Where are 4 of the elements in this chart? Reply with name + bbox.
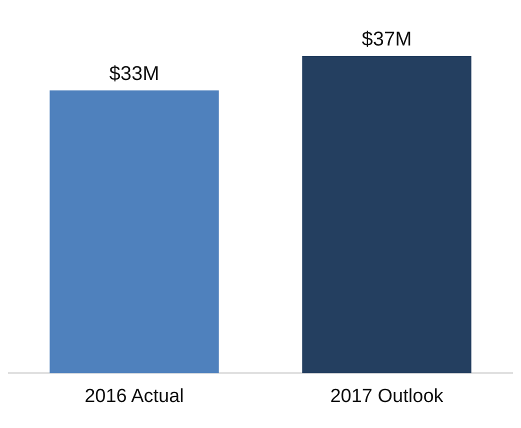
x-tick-label: 2017 Outlook (330, 386, 444, 407)
x-tick-label: 2016 Actual (84, 386, 184, 407)
data-label: $33M (109, 62, 160, 85)
data-label: $37M (362, 28, 412, 51)
